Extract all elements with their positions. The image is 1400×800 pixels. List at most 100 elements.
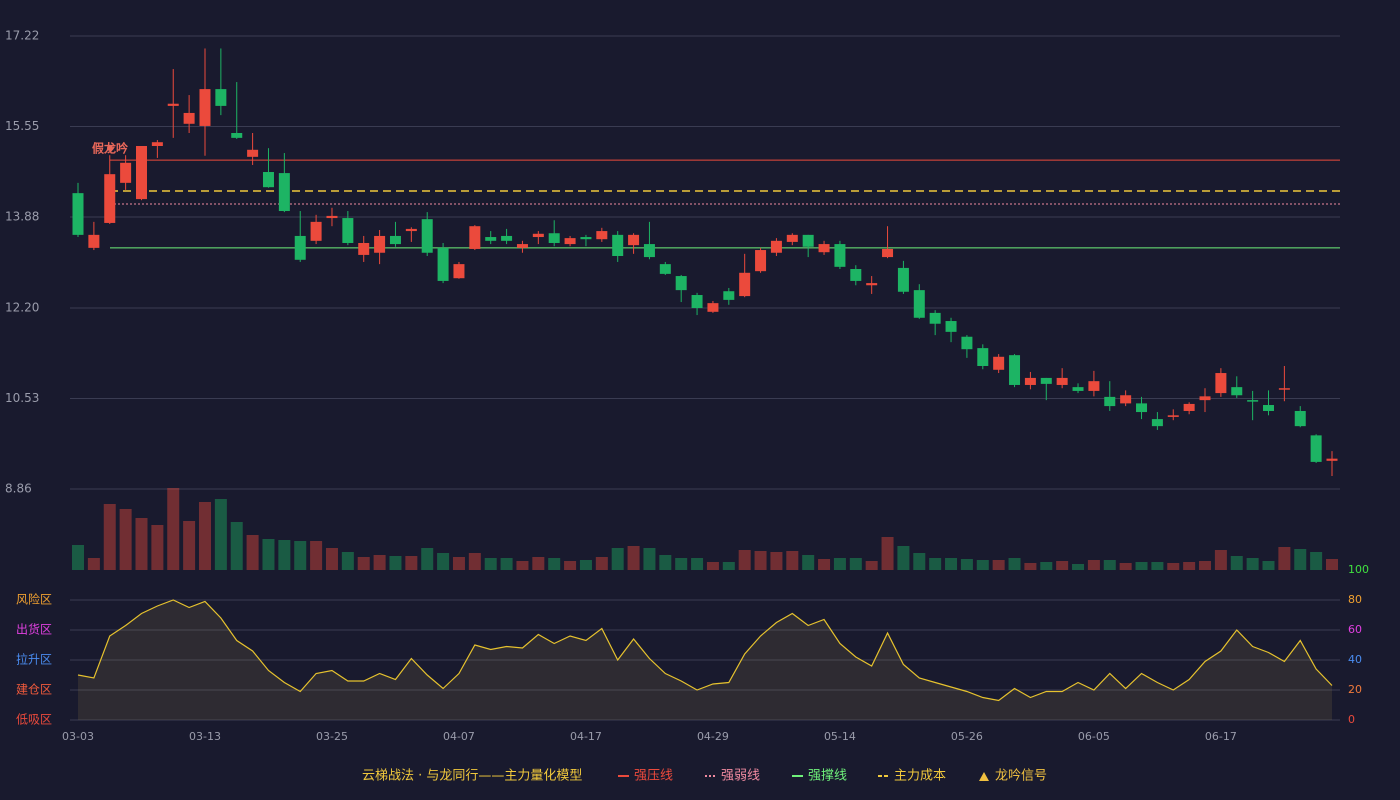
y-tick-label: 13.88 (5, 209, 39, 223)
x-tick-label: 03-25 (316, 730, 348, 743)
volume-bar (802, 555, 815, 570)
candle-body (405, 228, 417, 232)
candle-body (358, 242, 370, 255)
candle-body (294, 235, 306, 260)
volume-bar (151, 525, 164, 570)
candle-body (596, 231, 608, 240)
candle-body (231, 132, 243, 138)
volume-bar (500, 558, 513, 570)
zone-label: 风险区 (16, 592, 52, 607)
candle-body (1088, 381, 1100, 391)
candle-body (167, 103, 179, 106)
candle-body (389, 235, 401, 245)
volume-bar (818, 559, 831, 570)
volume-bar (532, 557, 545, 570)
candle-body (834, 244, 846, 267)
volume-bar (214, 499, 227, 570)
volume-bar (1167, 563, 1180, 570)
volume-bar (1294, 549, 1307, 570)
volume-bar (1103, 560, 1116, 570)
candle-body (199, 89, 211, 126)
x-tick-label: 03-13 (189, 730, 221, 743)
volume-bar (1072, 564, 1085, 570)
volume-bar (72, 545, 84, 570)
candle-body (1040, 377, 1052, 384)
candle-body (516, 244, 528, 248)
candle-body (1326, 458, 1338, 461)
candle-body (342, 218, 354, 243)
candle-body (850, 269, 862, 281)
candle-body (1104, 396, 1116, 407)
volume-bar (341, 552, 354, 570)
candle-body (453, 264, 465, 279)
candle-body (1263, 405, 1275, 411)
volume-bar (262, 539, 275, 570)
volume-bar (849, 558, 862, 570)
volume-bar (1230, 556, 1243, 570)
candle-body (501, 235, 513, 241)
candle-body (104, 174, 116, 223)
candle-body (326, 215, 338, 219)
signal-marker (107, 145, 113, 151)
volume-bar (1214, 550, 1227, 570)
y2-tick-label: 60 (1348, 623, 1362, 636)
y-tick-label: 17.22 (5, 29, 39, 43)
candle-body (1167, 415, 1179, 417)
y2-tick-label: 20 (1348, 683, 1362, 696)
volume-bar (1310, 552, 1323, 570)
volume-bar (135, 518, 148, 570)
volume-bar (738, 550, 751, 570)
volume-bar (754, 551, 767, 570)
candle-body (897, 267, 909, 292)
candle-body (1120, 395, 1132, 404)
volume-bar (1135, 562, 1148, 570)
volume-bar (468, 553, 481, 570)
candle-body (1009, 355, 1021, 385)
candle-body (1024, 377, 1036, 385)
x-tick-label: 06-05 (1078, 730, 1110, 743)
volume-bar (119, 509, 132, 570)
legend-label: 龙吟信号 (995, 768, 1047, 784)
volume-bar (833, 558, 846, 570)
candle-body (215, 89, 227, 106)
candle-body (1294, 410, 1306, 427)
legend-label: 强压线 (634, 769, 673, 784)
y2-tick-label: 0 (1348, 713, 1355, 726)
legend-label: 强撑线 (808, 769, 847, 784)
candle-body (310, 221, 322, 241)
candle-body (1136, 403, 1148, 413)
volume-bar (1087, 560, 1100, 570)
volume-bar (579, 560, 592, 570)
candle-body (818, 244, 830, 253)
indicator-area (78, 600, 1332, 720)
candle-body (1278, 388, 1290, 390)
volume-bar (1326, 559, 1338, 570)
candle-body (469, 226, 481, 249)
volume-bar (1056, 561, 1069, 570)
volume-bar (421, 548, 434, 570)
volume-bar (675, 558, 688, 570)
y-tick-label: 8.86 (5, 482, 32, 496)
candle-body (88, 234, 100, 248)
volume-bar (770, 552, 783, 570)
volume-bar (722, 562, 735, 570)
candle-body (691, 295, 703, 309)
volume-bar (405, 556, 418, 570)
volume-bar (643, 548, 656, 570)
candle-body (739, 272, 751, 297)
x-tick-label: 04-17 (570, 730, 602, 743)
volume-bar (198, 502, 211, 570)
candle-body (802, 234, 814, 247)
candle-body (1199, 396, 1211, 401)
volume-bar (595, 557, 608, 570)
candle-body (659, 264, 671, 274)
volume-bar (1183, 562, 1196, 570)
legend-title: 云梯战法 · 与龙同行——主力量化模型 (362, 769, 582, 784)
volume-bar (691, 558, 704, 570)
candle-body (485, 237, 497, 241)
volume-bar (294, 541, 307, 570)
volume-bar (230, 522, 243, 570)
candle-body (643, 244, 655, 258)
candle-body (532, 233, 544, 238)
legend-label: 主力成本 (894, 769, 946, 784)
